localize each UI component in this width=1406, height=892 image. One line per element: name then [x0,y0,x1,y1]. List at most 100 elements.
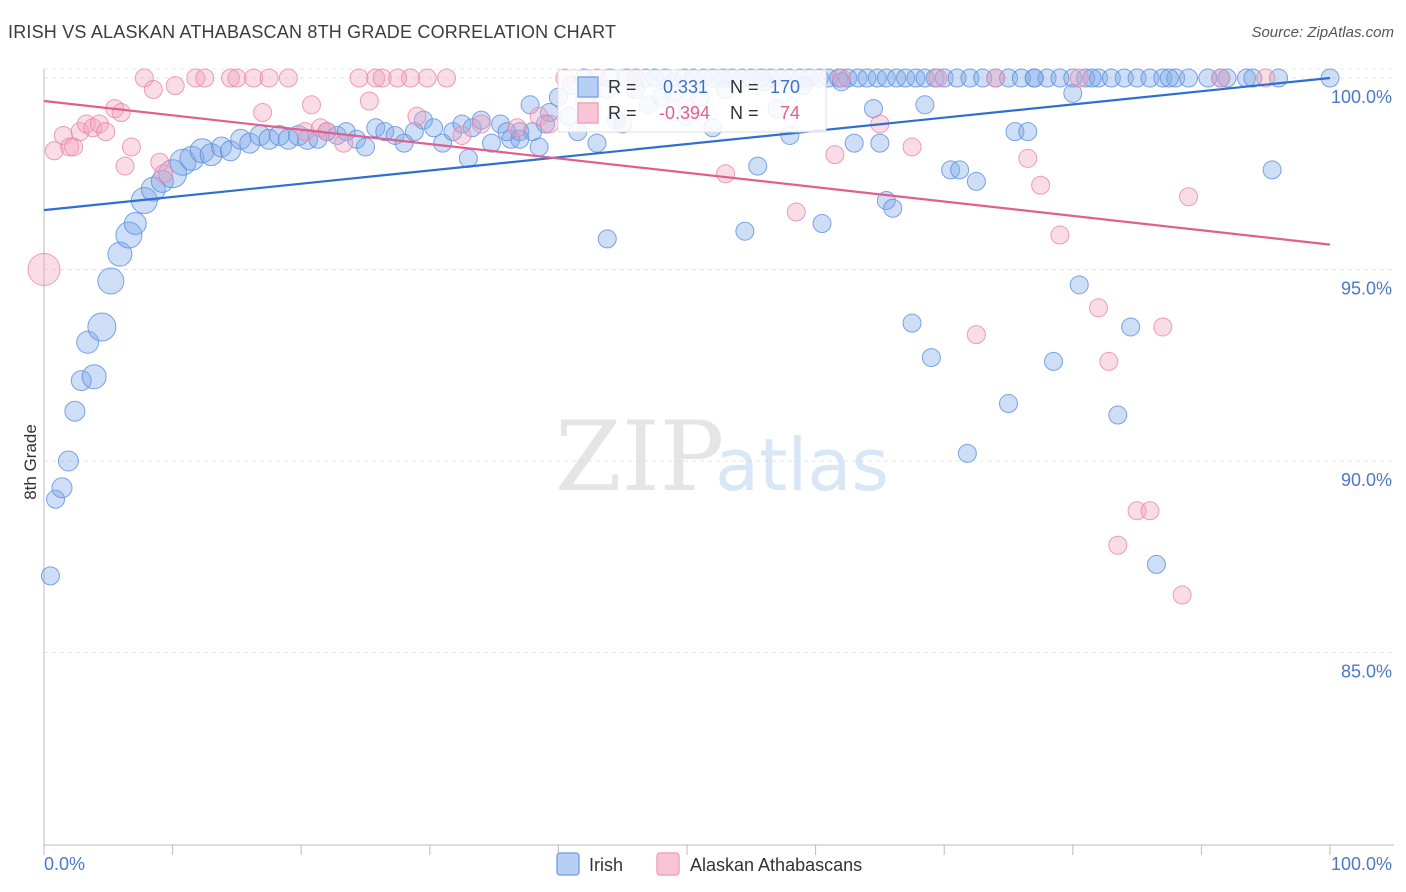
point-0-140 [1018,122,1038,142]
point-0-132 [915,95,935,115]
point-1-44 [529,106,549,126]
point-0-142 [1044,351,1064,371]
point-1-42 [471,114,491,134]
source-note: Source: ZipAtlas.com [1251,24,1394,41]
point-1-70 [1172,585,1192,605]
point-1-28 [301,95,321,115]
point-0-150 [1179,68,1199,88]
point-1-37 [401,68,421,88]
point-1-32 [349,68,369,88]
point-0-133 [921,348,941,368]
point-1-16 [150,152,170,172]
point-1-20 [195,68,215,88]
point-0-43 [424,118,444,138]
point-0-122 [748,156,768,176]
point-1-53 [825,145,845,165]
point-1-40 [437,68,457,88]
tick-labels: 100.0% 95.0% 90.0% 85.0% 0.0% 100.0% [44,87,1392,874]
point-0-137 [966,171,986,191]
point-0-146 [1108,405,1128,425]
point-1-38 [407,106,427,126]
point-1-0 [27,253,61,286]
point-1-54 [831,68,851,88]
point-1-22 [227,68,247,88]
point-0-118 [597,229,617,249]
point-0-60 [587,133,607,153]
legend-label-irish: Irish [589,855,623,875]
point-1-23 [244,68,264,88]
point-0-121 [735,221,755,241]
point-0-153 [1217,68,1237,88]
y-axis-title: 8th Grade [21,424,40,500]
point-0-171 [458,148,478,168]
point-0-14 [140,176,166,202]
legend-label-alaskan: Alaskan Athabascans [690,855,862,875]
point-1-56 [902,137,922,157]
point-0-88 [857,68,877,88]
point-1-21 [220,68,240,88]
point-1-12 [115,156,135,176]
point-1-41 [452,125,472,145]
point-1-52 [786,202,806,222]
stats-legend: R = 0.331 N = 170 R = -0.394 N = 74 [557,69,827,133]
point-1-58 [966,325,986,345]
point-0-90 [876,68,896,88]
point-1-72 [1211,68,1231,88]
point-0-135 [950,160,970,180]
point-0-148 [1146,554,1166,574]
point-1-71 [1179,187,1199,207]
point-0-7 [81,364,107,390]
point-1-73 [1256,68,1276,88]
stats-n-value-alaskan: 74 [780,103,800,123]
point-0-172 [510,129,530,149]
point-1-31 [334,133,354,153]
point-1-26 [278,68,298,88]
point-0-20 [199,143,223,167]
point-0-147 [1121,317,1141,337]
point-0-46 [452,114,472,134]
point-1-39 [417,68,437,88]
point-1-59 [986,68,1006,88]
point-0-131 [902,313,922,333]
point-0-17 [169,148,197,176]
point-1-68 [1140,501,1160,521]
y-tick-label-1: 95.0% [1341,279,1392,299]
point-0-1 [46,489,66,509]
point-0-12 [123,212,147,236]
stats-n-label-alaskan: N = [730,103,759,123]
point-1-1 [44,141,64,161]
watermark: ZIP atlas [555,401,889,513]
point-0-4 [64,400,86,422]
point-0-149 [1159,68,1179,88]
point-1-17 [154,164,174,184]
stats-swatch-alaskan [577,102,599,124]
grid-lines [44,68,1394,653]
chart-title: IRISH VS ALASKAN ATHABASCAN 8TH GRADE CO… [8,22,617,42]
point-1-45 [539,114,559,134]
stats-r-label-irish: R = [608,77,637,97]
y-tick-label-2: 90.0% [1341,470,1392,490]
point-0-19 [189,138,215,164]
watermark-zip: ZIP [555,401,724,513]
point-0-9 [97,267,125,295]
stats-n-value-irish: 170 [770,77,800,97]
y-tick-label-0: 100.0% [1331,87,1392,107]
trend-line-1 [43,99,1331,246]
point-0-136 [957,443,977,463]
point-0-36 [356,137,375,157]
point-1-15 [143,79,163,99]
point-0-130 [883,198,903,218]
stats-swatch-irish [577,76,599,98]
point-0-2 [51,477,73,499]
point-0-144 [1069,275,1089,295]
stats-r-value-alaskan: -0.394 [659,103,710,123]
point-1-57 [928,68,948,88]
point-0-30 [297,128,319,150]
trend-lines [43,76,1331,246]
point-0-8 [87,312,117,342]
x-tick-label-0: 0.0% [44,854,85,874]
point-0-49 [482,133,502,153]
bottom-legend: Irish Alaskan Athabascans [556,852,862,876]
point-1-61 [1031,175,1051,195]
